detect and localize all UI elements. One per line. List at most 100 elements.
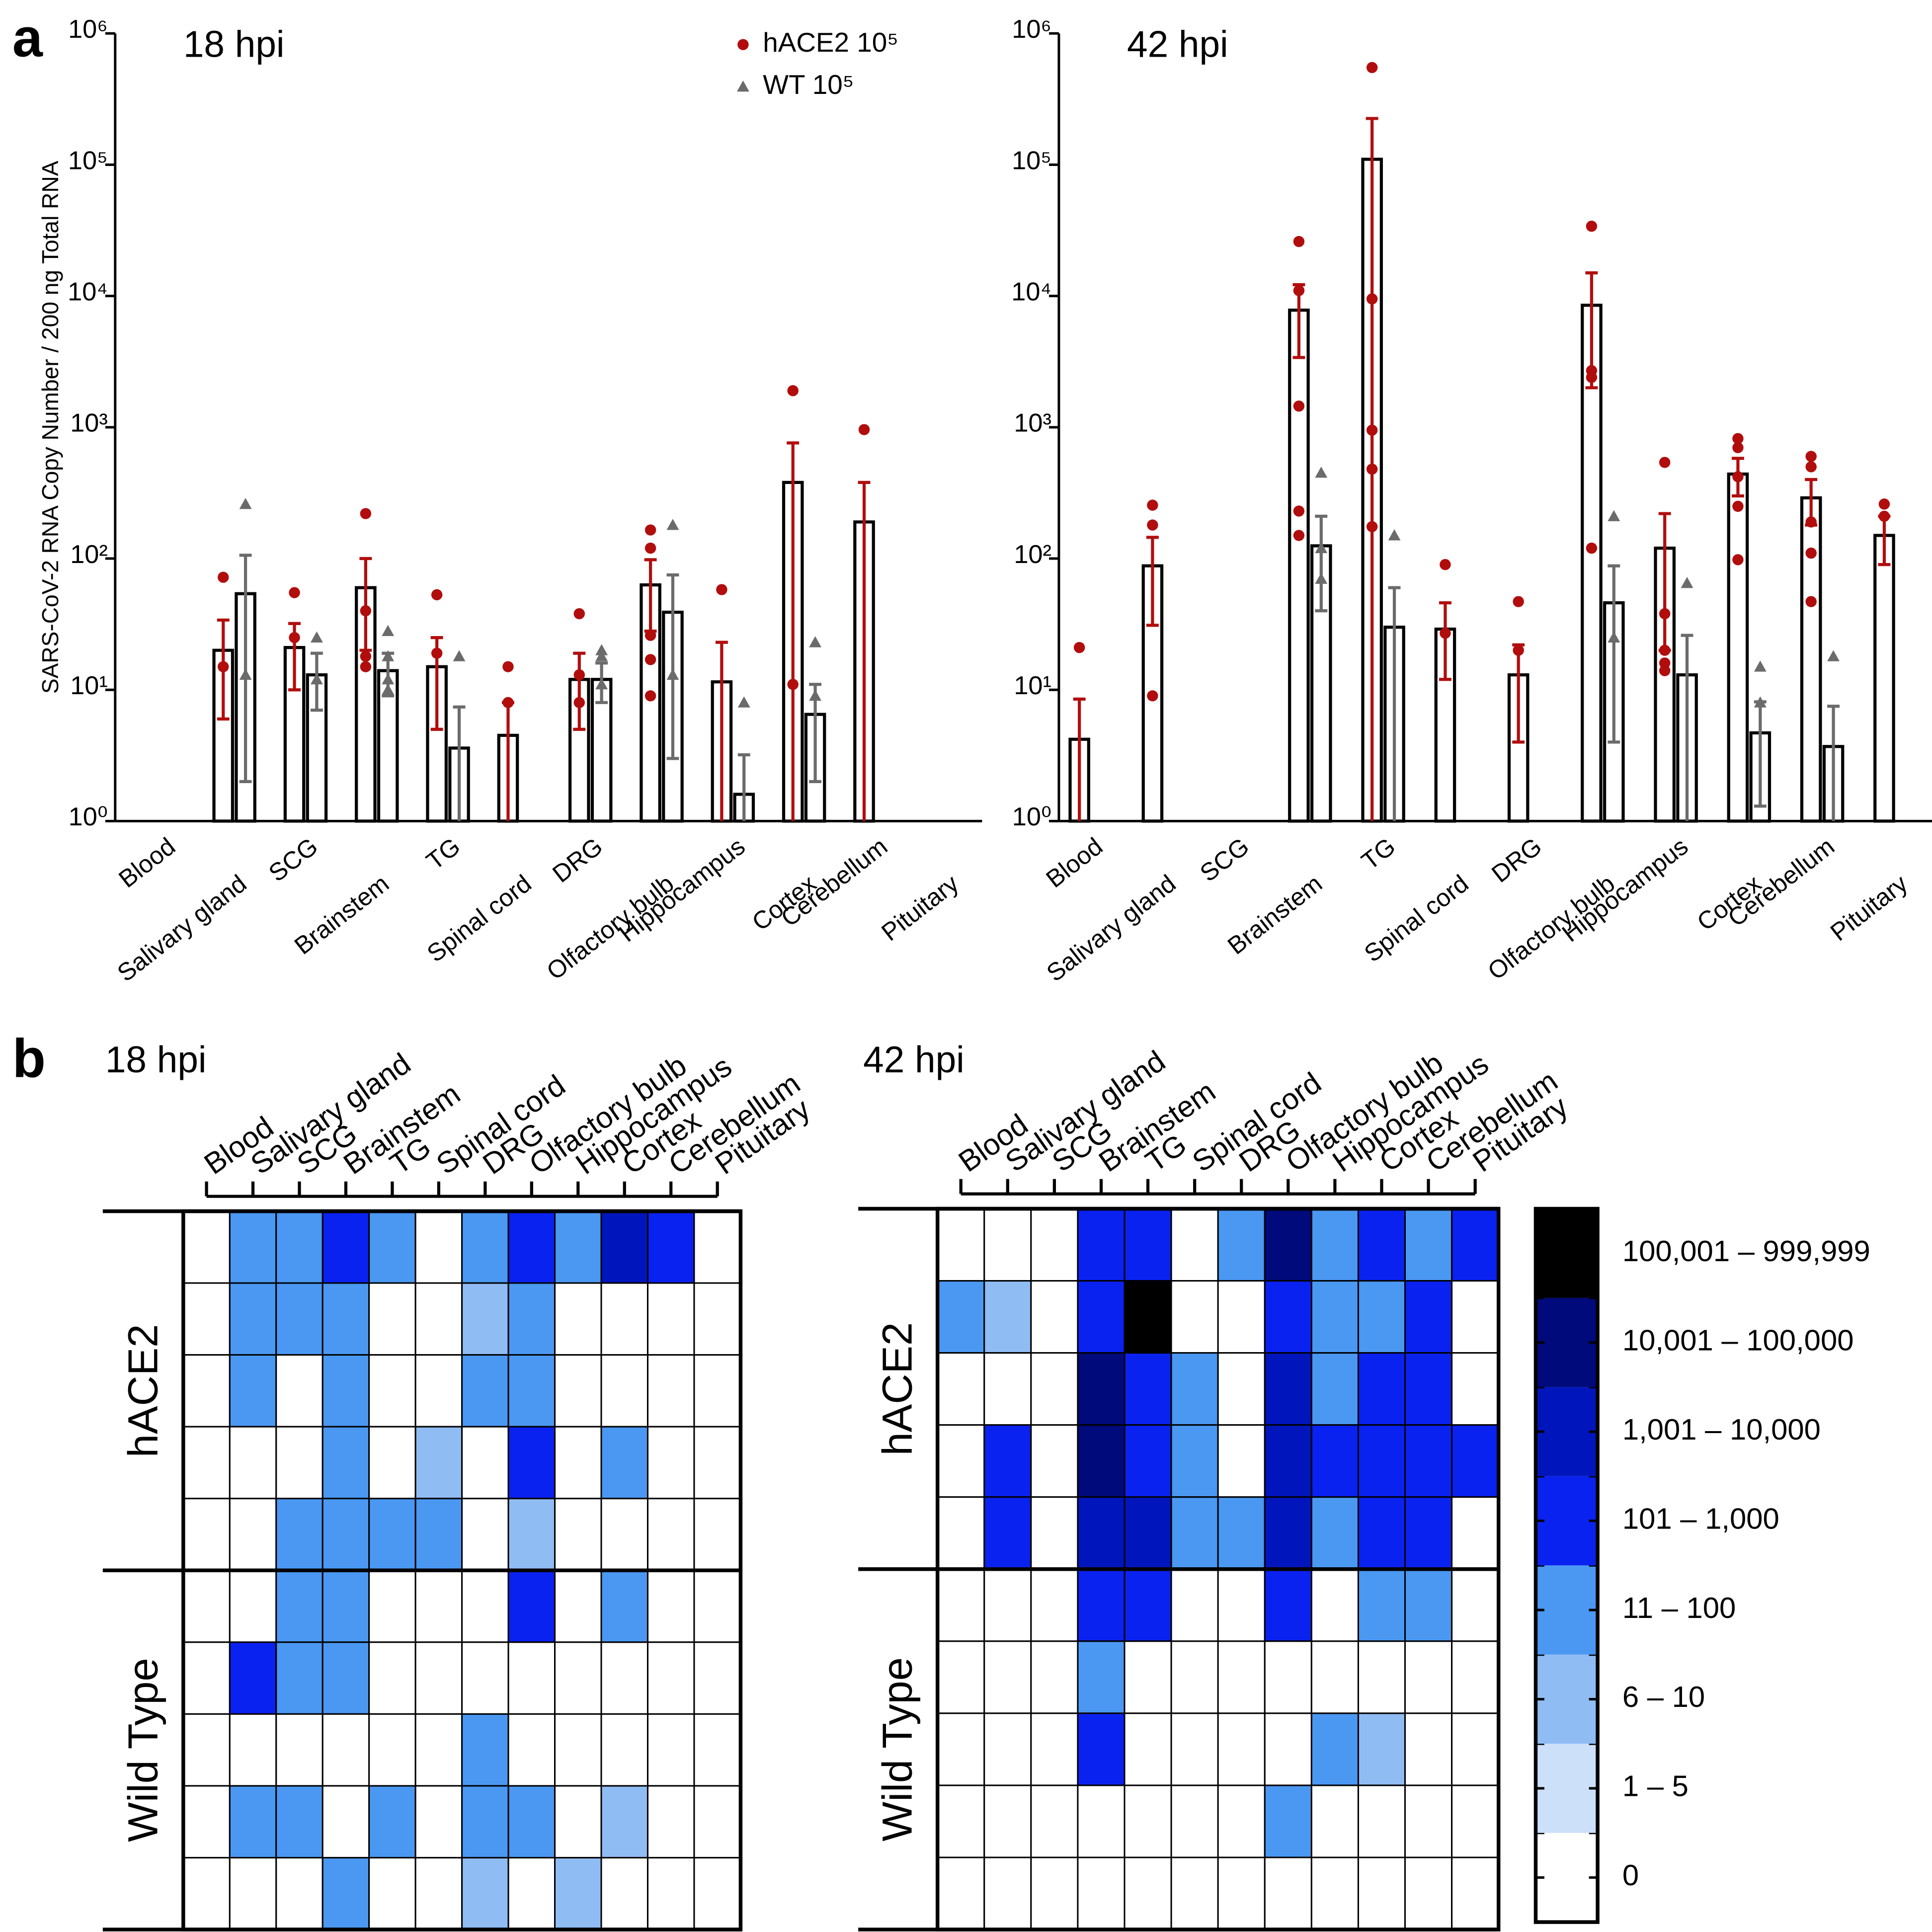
heatmap-cell [1404, 1424, 1453, 1498]
heatmap-cell [414, 1569, 463, 1643]
heatmap-cell [229, 1641, 277, 1715]
heatmap-cell [646, 1785, 695, 1858]
bar [1800, 496, 1822, 823]
legend-swatch [1535, 1208, 1598, 1298]
y-tick-label: 10³ [1014, 409, 1051, 438]
heatmap-cell [1451, 1568, 1500, 1642]
heatmap-cell [1030, 1784, 1079, 1858]
heatmap-cell [1077, 1856, 1126, 1931]
heatmap-cell [275, 1856, 323, 1931]
heatmap-cell [600, 1210, 648, 1284]
data-point [1513, 644, 1524, 656]
chart-title: 18 hpi [105, 1039, 207, 1080]
data-point [431, 647, 443, 659]
heatmap-cell [182, 1713, 231, 1787]
heatmap-cell [983, 1280, 1032, 1354]
heatmap-cell [1264, 1496, 1312, 1570]
heatmap-cell [1310, 1424, 1359, 1498]
legend-label: 6 – 10 [1622, 1680, 1705, 1713]
legend-label: 11 – 100 [1622, 1591, 1736, 1624]
heatmap-cell [322, 1569, 370, 1643]
heatmap-cell [1310, 1784, 1359, 1858]
heatmap-cell [693, 1426, 741, 1500]
data-point [1732, 471, 1744, 483]
heatmap-cell [1404, 1640, 1453, 1714]
data-point [1732, 433, 1744, 444]
heatmap-cell [937, 1856, 985, 1931]
data-point [1440, 559, 1451, 570]
heatmap-cell [1310, 1712, 1359, 1786]
heatmap-cell [1310, 1208, 1359, 1282]
heatmap-cell [1357, 1424, 1406, 1498]
heatmap-cell [554, 1713, 602, 1787]
heatmap-cell [983, 1856, 1032, 1931]
data-point [1366, 62, 1378, 74]
heatmap-cell [461, 1856, 509, 1931]
heatmap-cell [554, 1569, 602, 1643]
x-tick-label: Blood [113, 832, 180, 893]
heatmap-cell [1451, 1712, 1500, 1786]
data-point [1659, 608, 1671, 620]
heatmap-cell [600, 1426, 648, 1500]
data-point [1586, 542, 1598, 554]
x-tick-label: DRG [1486, 832, 1547, 888]
heatmap-cell [937, 1568, 985, 1642]
data-point [1805, 547, 1817, 559]
data-point [289, 632, 300, 644]
heatmap-cell [983, 1424, 1032, 1498]
heatmap-cell [507, 1354, 556, 1428]
heatmap-cell [1217, 1280, 1266, 1354]
data-point [453, 650, 466, 661]
heatmap-cell [1451, 1280, 1500, 1354]
heatmap-cell [693, 1713, 741, 1787]
heatmap-cell [983, 1712, 1032, 1786]
x-tick-label: DRG [547, 832, 608, 888]
data-point [310, 631, 323, 643]
heatmap-cell [554, 1210, 602, 1284]
data-point [644, 654, 656, 665]
heatmap-cell [1217, 1352, 1266, 1426]
data-point [1315, 542, 1328, 554]
heatmap-cell [1124, 1784, 1172, 1858]
x-tick-label: TG [421, 832, 465, 876]
heatmap-cell [600, 1354, 648, 1428]
data-point [1878, 498, 1890, 510]
bar [1581, 304, 1603, 823]
heatmap-cell [1170, 1208, 1219, 1282]
data-point [1513, 596, 1524, 607]
heatmap-cell [1077, 1712, 1126, 1786]
data-point [809, 689, 822, 701]
data-point [382, 625, 395, 637]
heatmap-cell [1030, 1568, 1079, 1642]
heatmap-cell [1451, 1352, 1500, 1426]
heatmap-cell [1310, 1496, 1359, 1570]
data-point [595, 650, 608, 661]
heatmap-cell [322, 1210, 370, 1284]
data-point [382, 650, 395, 661]
heatmap-cell [182, 1354, 231, 1428]
heatmap-cell [1404, 1280, 1453, 1354]
heatmap-cell [461, 1569, 509, 1643]
heatmap-cell [983, 1640, 1032, 1714]
heatmap-cell [368, 1856, 416, 1931]
data-point [1366, 293, 1378, 305]
heatmap-cell [1264, 1784, 1312, 1858]
legend-label: 101 – 1,000 [1622, 1502, 1779, 1535]
heatmap-cell [322, 1498, 370, 1571]
heatmap-cell [693, 1785, 741, 1858]
heatmap-cell [368, 1426, 416, 1500]
bar [1727, 472, 1749, 823]
bar [1288, 309, 1310, 823]
heatmap-cell [414, 1426, 463, 1500]
data-point [360, 605, 372, 617]
data-point [1659, 665, 1671, 676]
heatmap-cell [600, 1641, 648, 1715]
data-point [1805, 451, 1817, 462]
data-point [1659, 457, 1671, 468]
data-point [1293, 530, 1305, 541]
heatmap-cell [229, 1426, 277, 1500]
heatmap-cell [983, 1784, 1032, 1858]
legend-swatch [1535, 1744, 1598, 1833]
heatmap-cell [646, 1354, 695, 1428]
